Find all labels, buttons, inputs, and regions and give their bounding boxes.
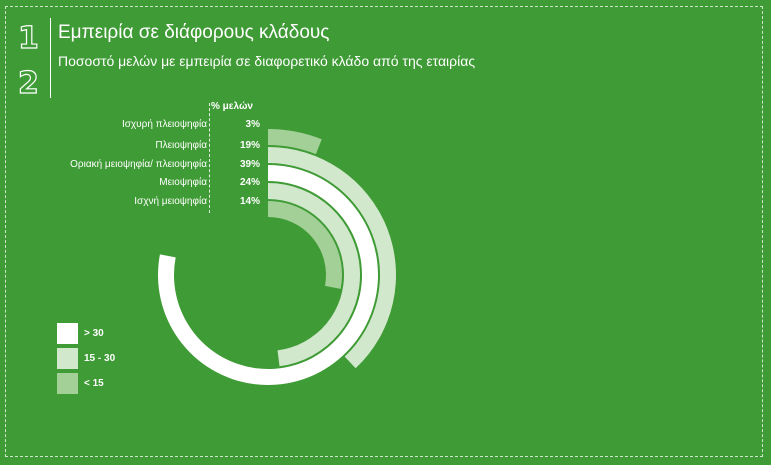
chart-subtitle: Ποσοστό μελών με εμπειρία σε διαφορετικό… (58, 53, 476, 69)
radial-bar (268, 129, 322, 155)
radial-bar (268, 201, 343, 289)
category-label: Οριακή μειοψηφία/ πλειοψηφία (70, 159, 207, 170)
value-label: 14% (239, 196, 260, 207)
legend-swatch (57, 323, 78, 344)
radial-bar (268, 183, 361, 367)
legend-label: > 30 (84, 328, 104, 339)
legend-swatch (57, 373, 78, 394)
column-header: % μελών (211, 101, 253, 112)
header-divider (50, 18, 51, 98)
value-label: 24% (239, 177, 260, 188)
chart-title: Εμπειρία σε διάφορους κλάδους (58, 22, 330, 43)
legend-label: 15 - 30 (84, 353, 116, 364)
category-label: Μειοψηφία (159, 177, 207, 188)
radial-bar (268, 147, 396, 369)
value-label: 3% (245, 119, 260, 130)
value-label: 39% (239, 159, 260, 170)
label-divider (209, 103, 210, 213)
legend-label: < 15 (84, 378, 104, 389)
number-two: 2 (17, 65, 39, 101)
category-label: Ισχυρή πλειοψηφία (121, 119, 207, 130)
dashed-frame (5, 6, 763, 457)
value-label: 19% (239, 140, 260, 151)
category-label: Πλειοψηφία (155, 140, 207, 151)
category-label: Ισχνή μειοψηφία (134, 196, 207, 207)
number-one: 1 (17, 20, 39, 56)
legend-swatch (57, 348, 78, 369)
